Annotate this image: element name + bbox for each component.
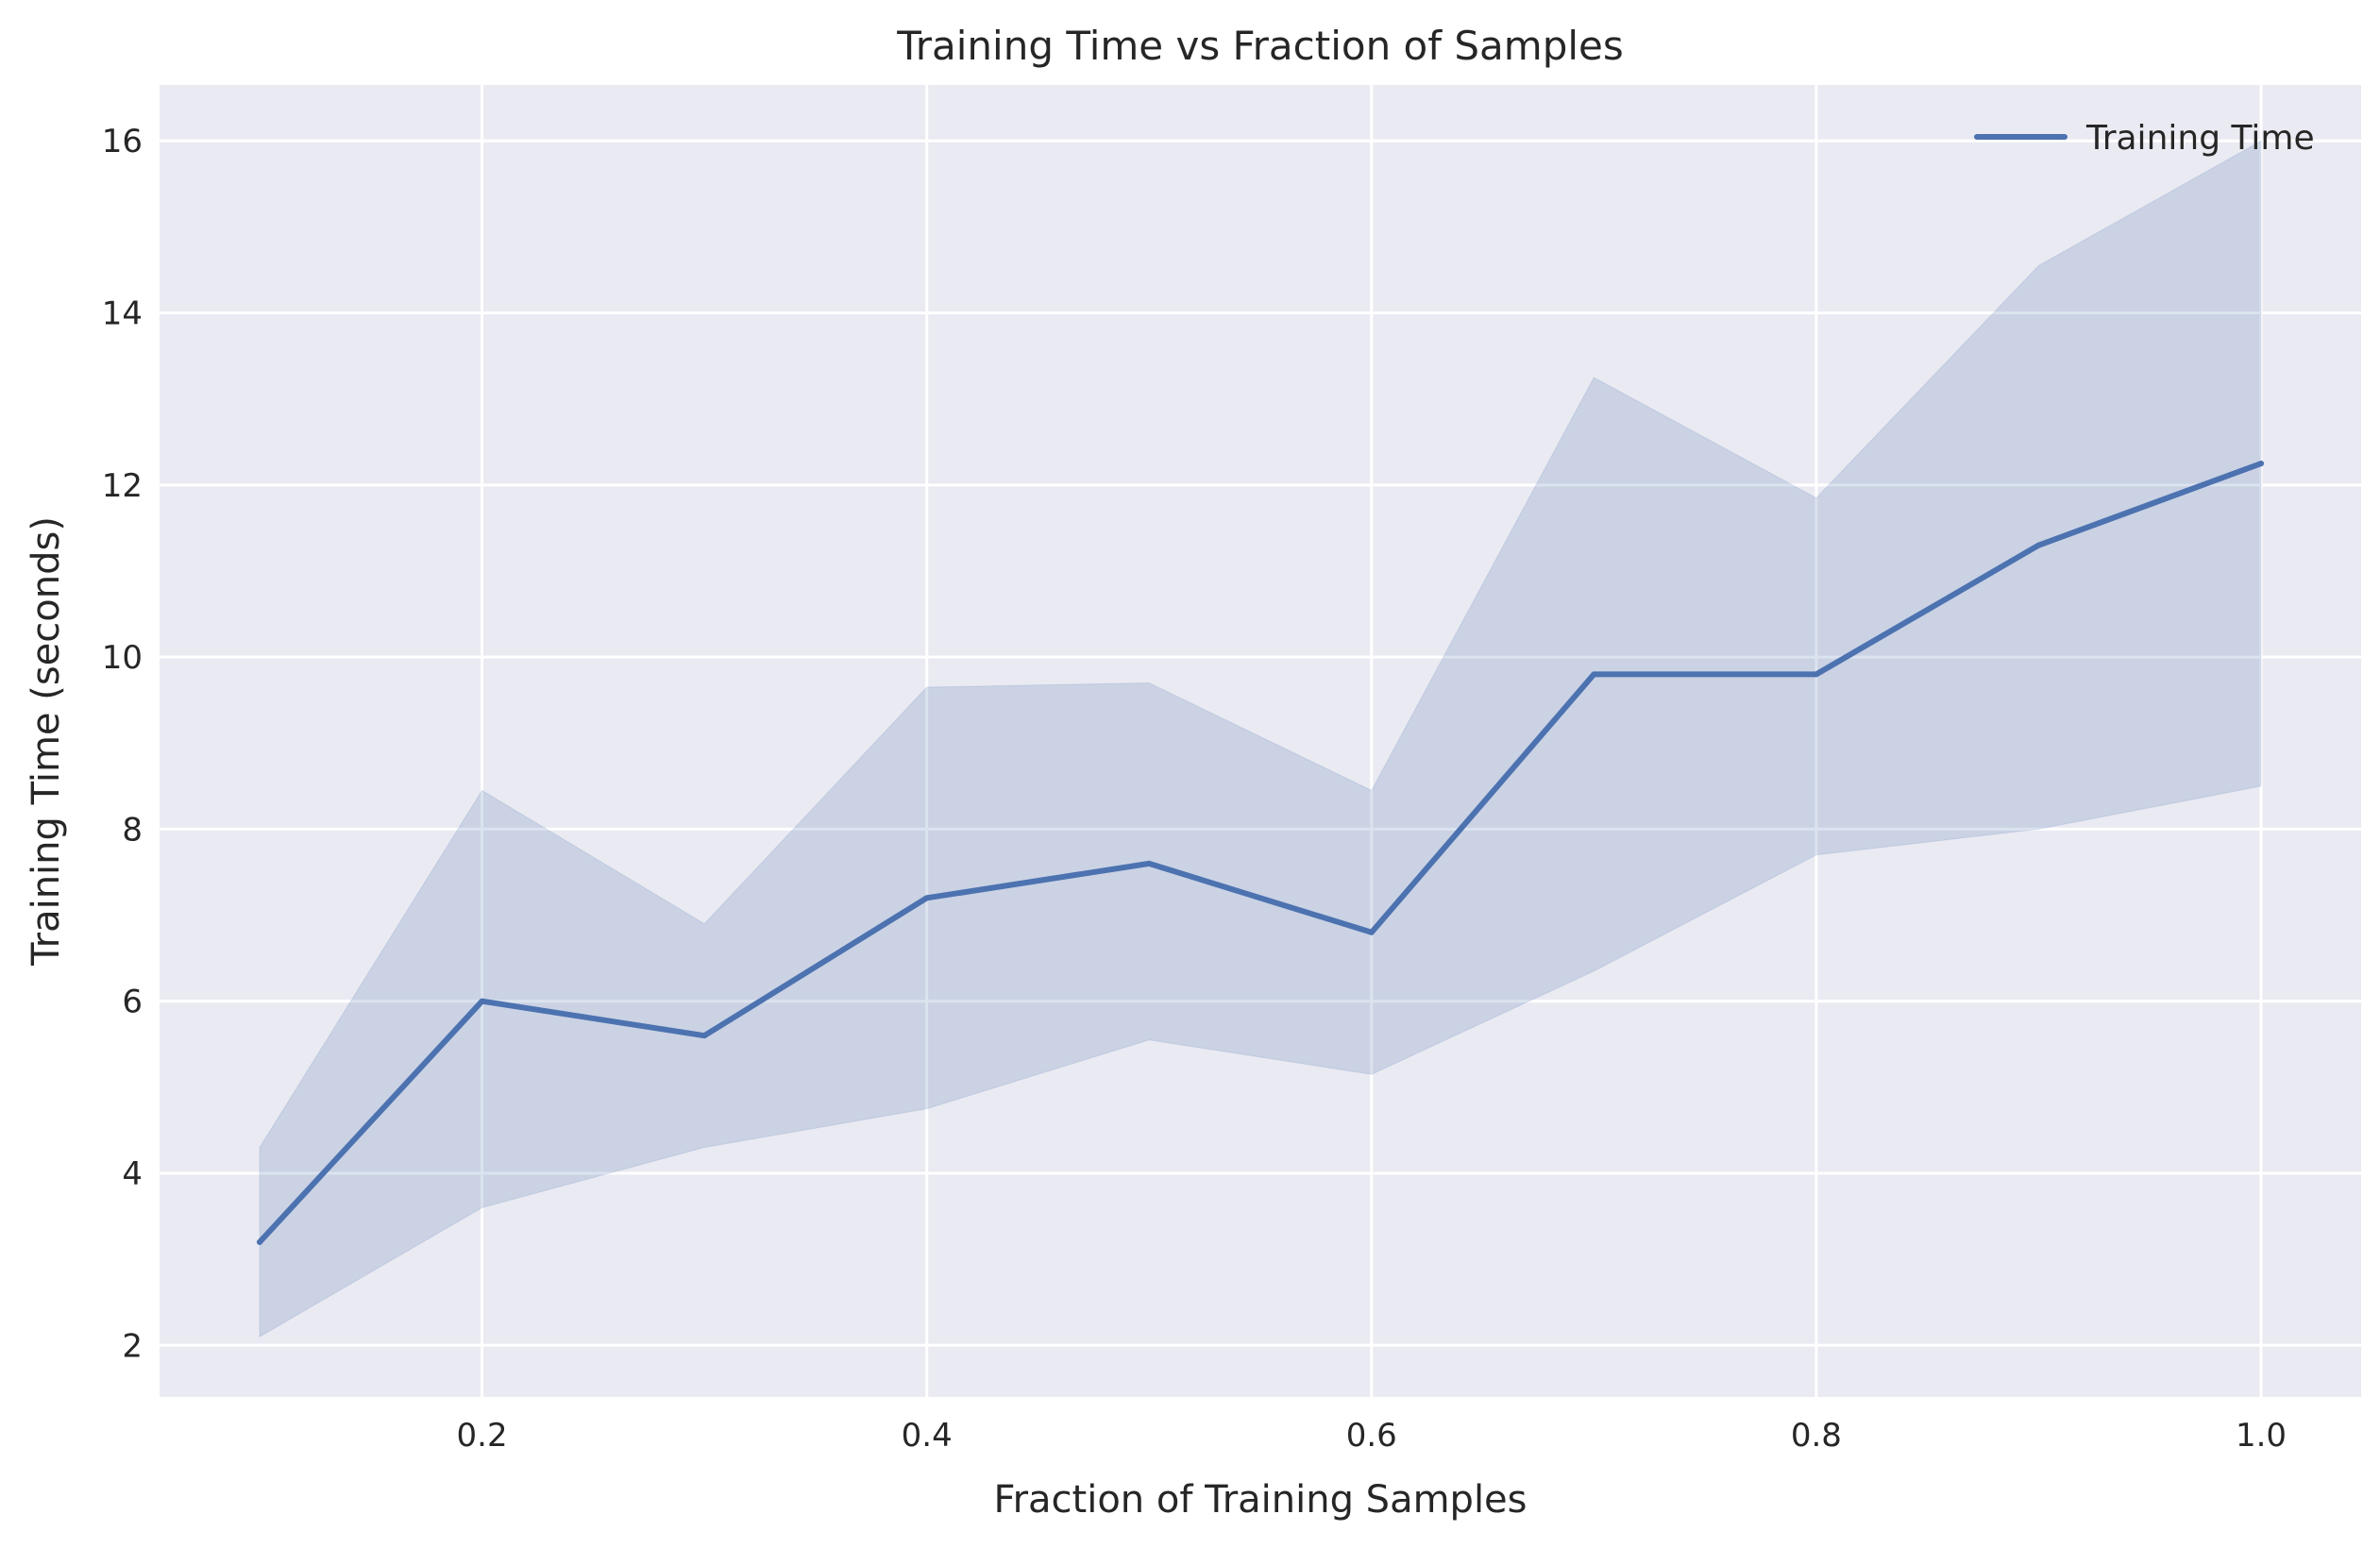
y-tick-label: 4 bbox=[122, 1155, 143, 1193]
y-tick-label: 14 bbox=[102, 295, 143, 333]
series-line-group bbox=[257, 461, 2264, 1245]
data-point bbox=[923, 895, 930, 901]
y-tick-label: 6 bbox=[122, 984, 143, 1021]
y-tick-label: 2 bbox=[122, 1327, 143, 1365]
data-point bbox=[2035, 542, 2042, 548]
y-axis-label: Training Time (seconds) bbox=[25, 516, 68, 967]
confidence-band bbox=[259, 140, 2262, 1338]
chart-title: Training Time vs Fraction of Samples bbox=[896, 23, 1624, 69]
legend-label: Training Time bbox=[2085, 119, 2315, 158]
x-tick-labels: 0.2 0.4 0.6 0.8 1.0 bbox=[457, 1417, 2287, 1455]
data-point bbox=[1368, 929, 1375, 935]
y-tick-label: 16 bbox=[102, 123, 143, 160]
x-axis-label: Fraction of Training Samples bbox=[993, 1478, 1527, 1522]
data-point bbox=[1813, 671, 1819, 678]
data-point bbox=[1591, 671, 1597, 678]
plot-area bbox=[160, 85, 2361, 1397]
series-line bbox=[257, 461, 2264, 1245]
data-point bbox=[1146, 860, 1153, 867]
y-tick-label: 12 bbox=[102, 467, 143, 505]
x-tick-label: 1.0 bbox=[2236, 1417, 2287, 1455]
y-tick-labels: 2 4 6 8 10 12 14 16 bbox=[102, 123, 143, 1365]
data-point bbox=[701, 1033, 708, 1039]
x-tick-label: 0.4 bbox=[902, 1417, 953, 1455]
data-point bbox=[479, 998, 485, 1004]
y-tick-label: 10 bbox=[102, 639, 143, 677]
grid-lines bbox=[160, 85, 2361, 1397]
x-tick-label: 0.8 bbox=[1791, 1417, 1842, 1455]
y-tick-label: 8 bbox=[122, 811, 143, 849]
data-point bbox=[257, 1238, 262, 1245]
x-tick-label: 0.2 bbox=[457, 1417, 508, 1455]
legend: Training Time bbox=[1974, 119, 2315, 158]
x-tick-label: 0.6 bbox=[1346, 1417, 1397, 1455]
confidence-band-group bbox=[259, 140, 2262, 1338]
data-point bbox=[2258, 461, 2264, 467]
